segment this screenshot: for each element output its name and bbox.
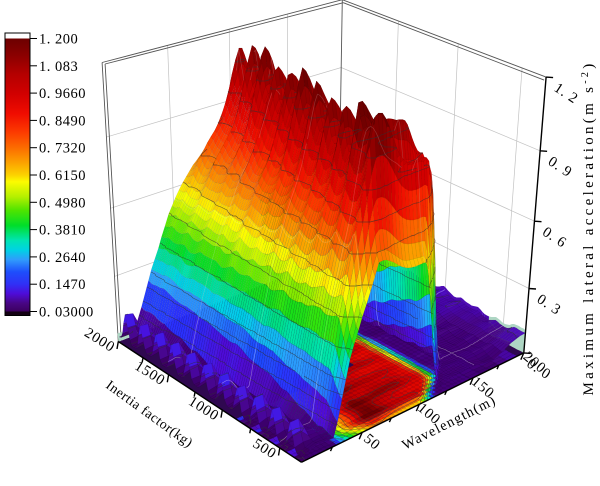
- svg-text:0. 4980: 0. 4980: [39, 195, 86, 211]
- svg-text:0. 6150: 0. 6150: [39, 168, 86, 184]
- svg-text:1. 083: 1. 083: [39, 59, 78, 75]
- svg-text:0. 03000: 0. 03000: [39, 305, 94, 321]
- svg-text:0. 7320: 0. 7320: [39, 141, 86, 157]
- svg-text:0. 9660: 0. 9660: [39, 86, 86, 102]
- svg-text:1. 200: 1. 200: [39, 32, 78, 48]
- svg-text:Maximum lateral acceleration(m: Maximum lateral acceleration(m s-2): [580, 61, 597, 396]
- svg-text:0. 8490: 0. 8490: [39, 113, 86, 129]
- svg-text:0. 3810: 0. 3810: [39, 223, 86, 239]
- svg-text:0. 1470: 0. 1470: [39, 277, 86, 293]
- svg-text:0. 2640: 0. 2640: [39, 250, 86, 266]
